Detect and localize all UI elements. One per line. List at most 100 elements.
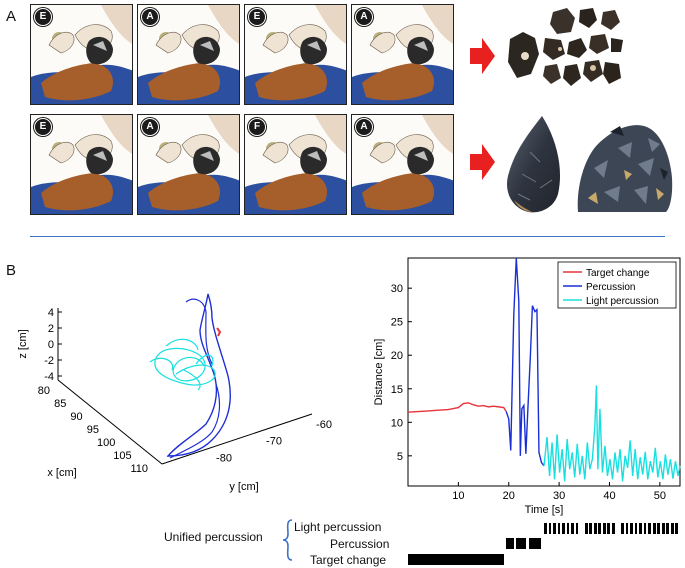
panel-b-label: B [6,262,17,279]
knapping-frame: F [244,114,347,215]
series-line [407,402,507,413]
flint-fragments-photo [508,8,623,86]
knapping-frame: A [137,4,240,105]
x-tick-label: 40 [603,490,615,502]
x-tick-label: 50 [654,490,666,502]
debitage-pile-photo [577,125,673,212]
gesture-badge: A [141,8,159,26]
percussion-trajectory-branch [169,298,221,459]
legend-entry: Percussion [586,282,635,293]
timeline-bar [584,523,588,534]
knapping-frame: E [30,4,133,105]
x-tick-label: 100 [97,437,115,449]
y-tick-label: 25 [391,317,403,329]
timeline-bar [652,523,656,534]
panel-divider [30,236,665,237]
timeline-bar [506,538,514,549]
timeline-bar [643,523,647,534]
target-change-trajectory [216,327,222,337]
timeline-bar [571,523,574,534]
timeline-bar [548,523,552,534]
y-axis-label: Distance [cm] [373,339,385,406]
z-tick-label: 0 [48,339,54,351]
x-tick-label: 20 [503,490,515,502]
x-tick-label: 105 [113,450,131,462]
knapping-illustration [31,115,132,214]
y-tick-label: -80 [216,452,232,464]
y-tick-label: 5 [397,451,403,463]
y-axis-label: y [cm] [229,481,258,493]
knapping-illustration [138,5,239,104]
timeline-row-label: Target change [310,553,387,567]
light-percussion-trajectory [149,338,216,391]
x-axis [57,379,163,465]
legend-entry: Target change [586,268,650,279]
series-line [543,385,681,482]
gesture-badge: E [248,8,266,26]
timeline-bar [602,523,606,534]
x-tick-label: 110 [130,463,148,475]
red-arrow-icon [470,144,495,180]
x-axis-label: x [cm] [47,467,76,479]
timeline-bar [675,523,679,534]
x-tick-label: 30 [553,490,565,502]
gesture-badge: A [355,8,373,26]
z-tick-label: 4 [48,307,54,319]
timeline-bar [528,538,542,549]
x-tick-label: 90 [70,411,82,423]
knapping-illustration [138,115,239,214]
knapping-illustration [245,115,346,214]
knapping-frame: E [244,4,347,105]
timeline-bar [657,523,661,534]
timeline-bar [661,523,665,534]
y-tick-label: 15 [391,384,403,396]
legend-entry: Light percussion [586,296,659,307]
timeline-bar [607,523,611,534]
gesture-badge: E [34,8,52,26]
timeline-bar [516,538,527,549]
knapping-illustration [352,115,453,214]
y-tick-label: -70 [266,436,282,448]
gesture-badge: A [141,118,159,136]
y-tick-label: 30 [391,283,403,295]
y-tick-label: -60 [316,419,332,431]
knapping-illustration [31,5,132,104]
unified-percussion-label: Unified percussion [164,530,263,544]
timeline-bar [589,523,593,534]
gesture-badge: A [355,118,373,136]
y-tick-label: 10 [391,417,403,429]
timeline-bar [598,523,602,534]
gesture-badge: F [248,118,266,136]
knapping-frame: A [137,114,240,215]
timeline-row-label: Percussion [330,537,390,551]
timeline-bar [666,523,670,534]
timeline-bar [557,523,561,534]
timeline-bar [630,523,633,534]
timeline-bar [670,523,674,534]
y-tick-label: 20 [391,350,403,362]
knapping-frame: A [351,4,454,105]
timeline-bar [639,523,642,534]
timeline-bar [621,523,624,534]
x-axis-label: Time [s] [525,504,564,516]
x-tick-label: 95 [87,424,99,436]
z-axis-label: z [cm] [17,329,29,358]
timeline-bar [566,523,570,534]
brace-icon [282,519,293,561]
z-tick-label: -4 [44,371,54,383]
timeline-row-label: Light percussion [294,520,382,534]
timeline-bar [575,523,579,534]
x-tick-label: 80 [38,385,50,397]
gesture-badge: E [34,118,52,136]
percussion-trajectory [166,293,231,457]
knapping-illustration [245,5,346,104]
timeline-bar [562,523,565,534]
y-axis [161,413,313,465]
timeline-bar [612,523,615,534]
knapping-illustration [352,5,453,104]
knapping-frame: E [30,114,133,215]
distance-time-chart: 10 20 30 40 50 5 10 15 20 25 30 Time [s] Distance … [373,257,681,516]
timeline-bar [593,523,597,534]
z-tick-label: 2 [48,323,54,335]
